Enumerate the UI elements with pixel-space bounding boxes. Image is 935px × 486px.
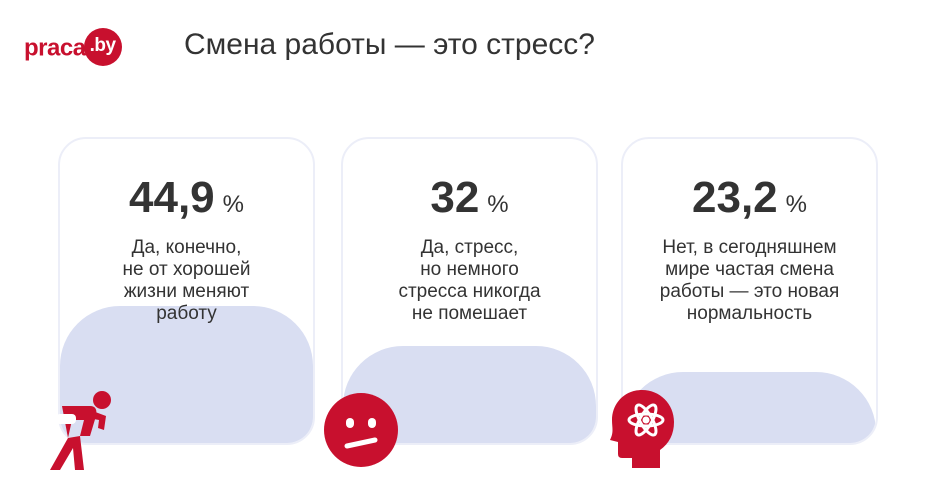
value-number-3: 23,2 xyxy=(692,173,778,222)
value-number-1: 44,9 xyxy=(129,173,215,222)
unit-3: % xyxy=(785,191,807,218)
uneasy-face-icon xyxy=(324,393,398,467)
atom-head-icon xyxy=(610,390,674,468)
value-1: 44,9% xyxy=(60,173,313,223)
value-3: 23,2% xyxy=(623,173,876,223)
result-card-3: 23,2% Нет, в сегодняшнем мире частая сме… xyxy=(621,137,878,445)
page-title: Смена работы — это стресс? xyxy=(184,28,595,61)
category-label-3: Нет, в сегодняшнем мире частая смена раб… xyxy=(659,237,840,324)
logo-text: praca xyxy=(24,34,86,62)
unit-2: % xyxy=(487,191,509,218)
value-2: 32% xyxy=(343,173,596,223)
header: praca .by Смена работы — это стресс? xyxy=(24,22,724,68)
value-number-2: 32 xyxy=(430,173,480,222)
logo-badge: .by xyxy=(83,28,122,66)
category-label-1: Да, конечно, не от хорошей жизни меняют … xyxy=(122,237,251,324)
unit-1: % xyxy=(222,191,244,218)
category-label-2: Да, стресс, но немного стресса никогда н… xyxy=(398,237,541,324)
logo: praca .by xyxy=(24,28,122,68)
tired-person-icon xyxy=(50,391,111,470)
